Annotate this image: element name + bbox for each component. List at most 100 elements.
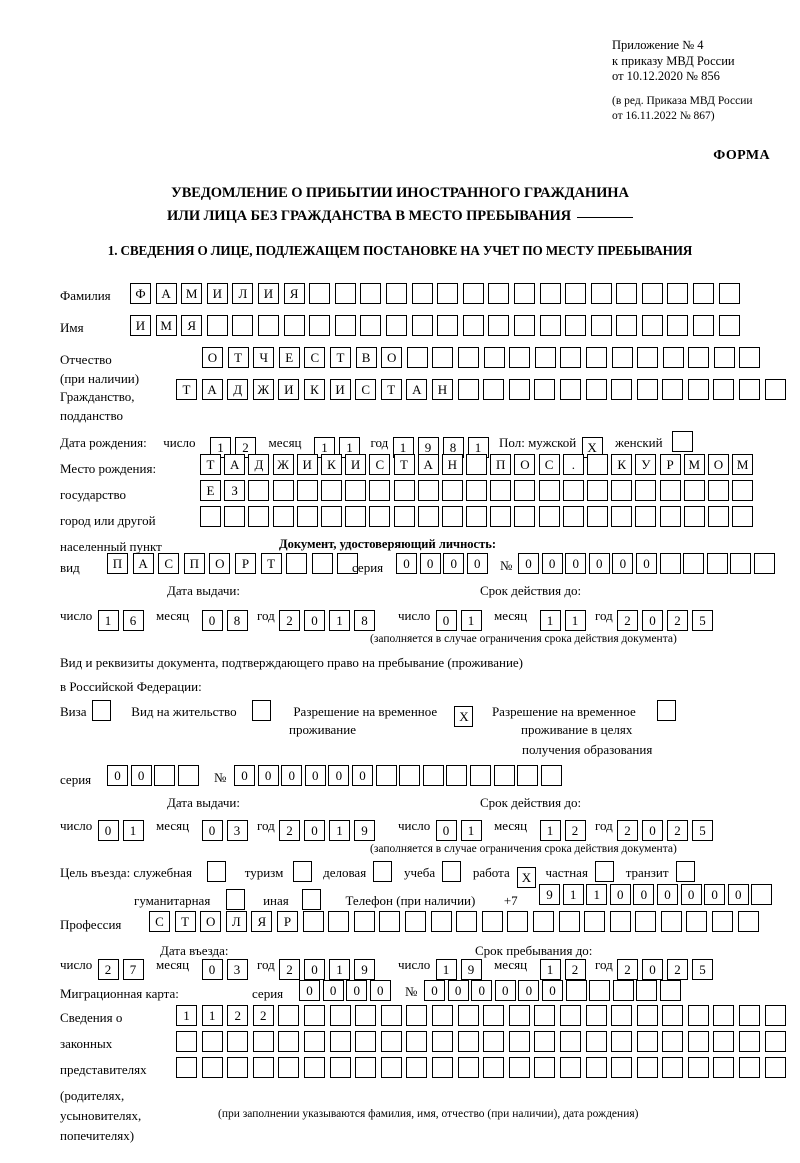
form-cell[interactable] xyxy=(732,506,754,527)
form-cell[interactable]: Ж xyxy=(252,379,274,400)
form-cell[interactable] xyxy=(355,1031,377,1052)
form-cell[interactable] xyxy=(532,911,554,932)
legal-rep-cells-row-2[interactable] xyxy=(176,1031,790,1052)
entry-month-digit-2[interactable]: 3 xyxy=(226,959,248,980)
form-cell[interactable] xyxy=(534,1005,556,1026)
form-cell[interactable] xyxy=(380,1031,402,1052)
form-cell[interactable] xyxy=(616,315,638,336)
form-cell[interactable] xyxy=(539,283,561,304)
form-cell[interactable]: 0 xyxy=(281,765,303,786)
form-cell[interactable] xyxy=(687,1005,709,1026)
doc-issue-year-digit-2[interactable]: 0 xyxy=(304,610,326,631)
form-cell[interactable] xyxy=(687,1031,709,1052)
form-cell[interactable] xyxy=(514,506,536,527)
doc-valid-year-digit-3[interactable]: 2 xyxy=(667,610,689,631)
form-cell[interactable] xyxy=(713,1031,735,1052)
purpose-work-checkbox[interactable]: X xyxy=(516,867,536,888)
form-cell[interactable]: Я xyxy=(283,283,305,304)
form-cell[interactable] xyxy=(483,1005,505,1026)
form-cell[interactable] xyxy=(248,480,270,501)
form-cell[interactable] xyxy=(232,315,254,336)
form-cell[interactable] xyxy=(488,315,510,336)
form-cell[interactable] xyxy=(534,379,556,400)
form-cell[interactable] xyxy=(611,1031,633,1052)
form-cell[interactable] xyxy=(296,506,318,527)
form-cell[interactable] xyxy=(177,765,199,786)
form-cell[interactable]: С xyxy=(355,379,377,400)
form-cell[interactable] xyxy=(732,480,754,501)
doc-issue-year-digit-1[interactable]: 2 xyxy=(279,610,301,631)
form-cell[interactable]: Т xyxy=(380,379,402,400)
form-cell[interactable] xyxy=(355,1057,377,1078)
form-cell[interactable] xyxy=(457,379,479,400)
form-cell[interactable] xyxy=(635,911,657,932)
form-cell[interactable] xyxy=(559,1031,581,1052)
form-cell[interactable] xyxy=(513,315,535,336)
form-cell[interactable] xyxy=(662,1057,684,1078)
stay-day-digit-1[interactable]: 1 xyxy=(435,959,457,980)
form-cell[interactable] xyxy=(688,347,710,368)
form-cell[interactable] xyxy=(481,911,503,932)
form-cell[interactable]: И xyxy=(206,283,228,304)
entry-day-digit-2[interactable]: 7 xyxy=(122,959,144,980)
form-cell[interactable] xyxy=(379,911,401,932)
form-cell[interactable] xyxy=(329,1031,351,1052)
doc-valid-month-digit-2[interactable]: 1 xyxy=(564,610,586,631)
form-cell[interactable] xyxy=(411,283,433,304)
form-cell[interactable] xyxy=(667,283,689,304)
birth-place-cells-row-3[interactable] xyxy=(200,506,756,527)
form-cell[interactable] xyxy=(534,347,556,368)
form-cell[interactable]: П xyxy=(107,553,128,574)
form-cell[interactable] xyxy=(718,315,740,336)
form-cell[interactable] xyxy=(248,506,270,527)
form-cell[interactable] xyxy=(562,480,584,501)
form-cell[interactable]: 0 xyxy=(680,884,702,905)
form-cell[interactable] xyxy=(466,480,488,501)
purpose-tourism-checkbox[interactable] xyxy=(292,861,312,882)
purpose-service-checkbox[interactable] xyxy=(207,861,227,882)
form-cell[interactable] xyxy=(355,1005,377,1026)
purpose-business-checkbox[interactable] xyxy=(373,861,393,882)
form-cell[interactable]: 0 xyxy=(299,980,320,1001)
form-cell[interactable] xyxy=(309,283,331,304)
form-cell[interactable] xyxy=(641,283,663,304)
permit-valid-year-digit-2[interactable]: 0 xyxy=(642,820,664,841)
form-cell[interactable]: 9 xyxy=(539,884,560,905)
form-cell[interactable]: 0 xyxy=(107,765,128,786)
form-cell[interactable]: 1 xyxy=(562,884,584,905)
form-cell[interactable] xyxy=(483,1057,505,1078)
form-cell[interactable] xyxy=(635,506,657,527)
form-cell[interactable] xyxy=(469,765,491,786)
form-cell[interactable]: О xyxy=(707,454,729,475)
entry-day-digit-1[interactable]: 2 xyxy=(97,959,119,980)
permit-valid-month-digit-1[interactable]: 1 xyxy=(539,820,561,841)
form-cell[interactable] xyxy=(311,553,333,574)
form-cell[interactable]: К xyxy=(611,454,633,475)
form-cell[interactable]: 0 xyxy=(419,553,441,574)
form-cell[interactable] xyxy=(609,911,631,932)
form-cell[interactable] xyxy=(406,1031,428,1052)
form-cell[interactable]: М xyxy=(155,315,177,336)
purpose-humanitarian-checkbox[interactable] xyxy=(225,889,245,910)
form-cell[interactable] xyxy=(404,911,426,932)
form-cell[interactable] xyxy=(507,911,529,932)
form-cell[interactable] xyxy=(345,506,367,527)
form-cell[interactable] xyxy=(406,1057,428,1078)
permit-issue-month-digit-1[interactable]: 0 xyxy=(201,820,223,841)
form-cell[interactable] xyxy=(432,347,454,368)
doc-valid-month-digit-1[interactable]: 1 xyxy=(539,610,561,631)
form-cell[interactable] xyxy=(380,1005,402,1026)
doc-issue-month-digit-1[interactable]: 0 xyxy=(201,610,223,631)
form-cell[interactable] xyxy=(659,980,681,1001)
temp-residence-checkbox[interactable]: X xyxy=(454,706,474,727)
form-cell[interactable]: П xyxy=(490,454,512,475)
form-cell[interactable] xyxy=(406,347,428,368)
form-cell[interactable]: Ж xyxy=(272,454,294,475)
form-cell[interactable] xyxy=(538,506,560,527)
